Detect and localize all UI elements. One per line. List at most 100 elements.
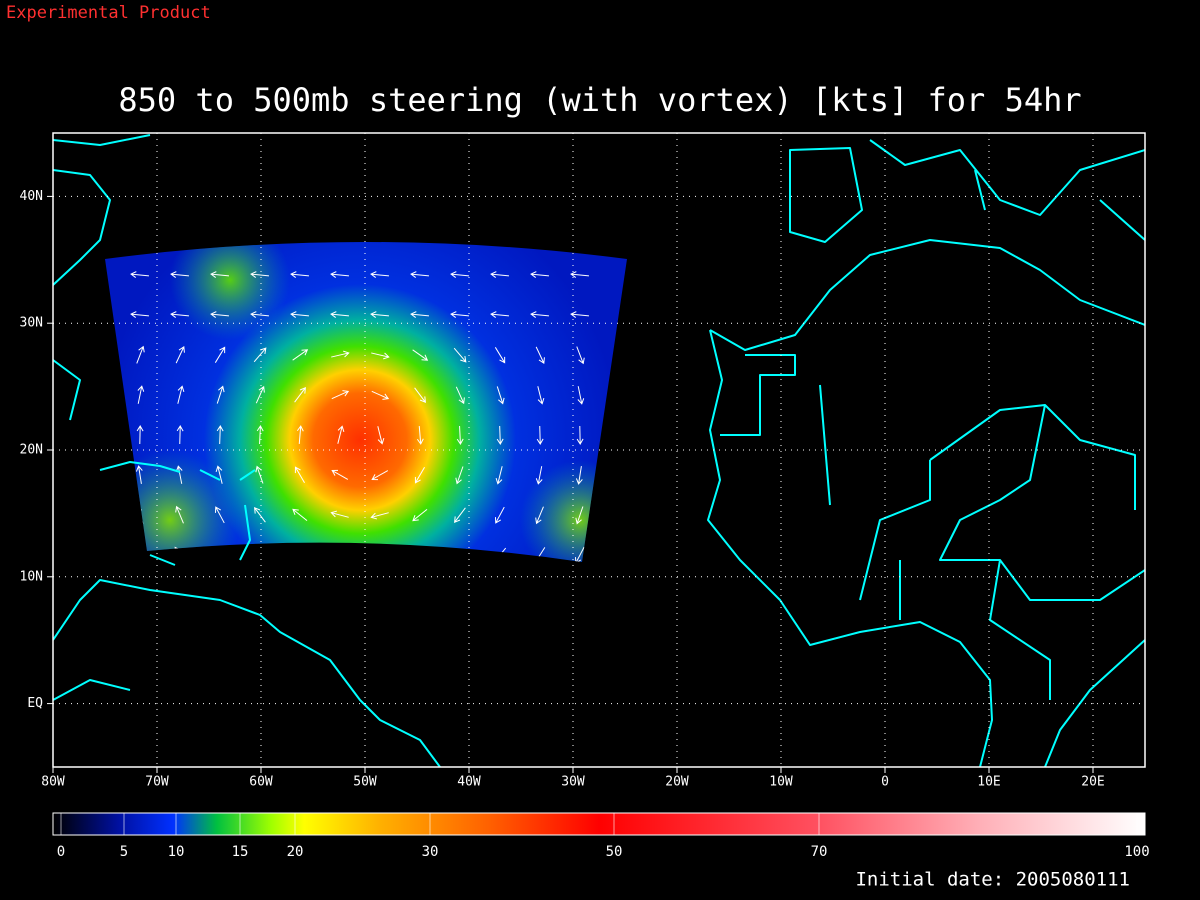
wind-arrow-shape — [291, 549, 309, 560]
wind-arrow — [577, 386, 585, 405]
colorbar-label: 10 — [168, 844, 185, 860]
x-tick-label: 10W — [769, 775, 793, 790]
wind-arrow-shape — [256, 425, 264, 445]
wind-arrow — [170, 271, 190, 278]
wind-arrow-shape — [330, 510, 349, 518]
wind-arrow — [250, 271, 270, 278]
wind-arrow — [530, 311, 550, 318]
map-title: 850 to 500mb steering (with vortex) [kts… — [118, 81, 1081, 119]
wind-arrow — [135, 465, 143, 484]
wind-arrow-shape — [455, 386, 465, 405]
wind-arrow — [255, 385, 265, 404]
wind-arrow-shape — [213, 547, 227, 562]
wind-arrow — [412, 349, 429, 361]
wind-arrow — [495, 466, 503, 485]
wind-arrow — [576, 346, 585, 365]
wind-arrow-shape — [370, 271, 390, 278]
wind-arrow — [330, 550, 349, 558]
wind-arrow-shape — [255, 465, 264, 484]
wind-arrow-shape — [136, 425, 144, 445]
x-tick-label: 80W — [41, 775, 65, 790]
wind-arrow — [253, 347, 267, 363]
wind-arrow — [535, 466, 543, 485]
x-tick-label: 50W — [353, 775, 377, 790]
wind-arrow — [256, 425, 264, 445]
wind-arrow-shape — [170, 271, 190, 278]
wind-arrow — [174, 546, 186, 562]
wind-arrow — [370, 552, 389, 560]
wind-arrow — [292, 508, 308, 522]
y-tick-label: EQ — [27, 696, 43, 711]
initial-date: Initial date: 2005080111 — [855, 869, 1130, 891]
wind-arrow-shape — [177, 385, 185, 404]
wind-arrow-shape — [250, 271, 270, 278]
x-tick-label: 20E — [1081, 775, 1104, 790]
wind-arrow-shape — [216, 385, 225, 404]
wind-arrow-shape — [377, 426, 385, 445]
wind-arrow-shape — [410, 311, 430, 318]
wind-arrow — [250, 311, 270, 318]
wind-arrow — [570, 271, 590, 278]
wind-arrow-shape — [136, 345, 145, 364]
wind-arrow — [330, 311, 350, 318]
wind-arrow-shape — [456, 425, 464, 445]
wind-arrow-shape — [450, 311, 470, 318]
wind-arrow — [294, 466, 305, 484]
wind-arrow-shape — [330, 271, 350, 278]
x-tick-label: 0 — [881, 775, 889, 790]
x-tick-label: 60W — [249, 775, 273, 790]
wind-arrow — [454, 507, 466, 523]
wind-arrow-shape — [574, 546, 585, 562]
wind-arrow — [496, 386, 505, 405]
wind-arrow — [490, 271, 510, 278]
wind-arrow — [216, 425, 224, 445]
wind-arrow — [136, 345, 145, 364]
wind-arrow-shape — [537, 386, 545, 405]
colorbar-label: 0 — [57, 844, 65, 860]
y-tick-label: 20N — [20, 443, 43, 458]
colorbar-label: 15 — [232, 844, 249, 860]
wind-arrow-shape — [331, 469, 349, 480]
wind-arrow-shape — [330, 311, 350, 318]
wind-arrow — [494, 347, 506, 364]
wind-arrow-shape — [371, 352, 390, 360]
wind-arrow — [291, 549, 309, 560]
colorbar-label: 50 — [606, 844, 623, 860]
wind-arrow-shape — [410, 271, 430, 278]
wind-arrow-shape — [294, 387, 306, 403]
colorbar-label: 100 — [1124, 844, 1149, 860]
wind-arrow-shape — [130, 311, 150, 318]
wind-arrow — [414, 466, 425, 484]
wind-arrow — [412, 508, 428, 522]
wind-arrow — [331, 469, 349, 480]
wind-arrow — [130, 271, 150, 278]
wind-arrow — [290, 311, 310, 318]
experimental-label: Experimental Product — [6, 3, 211, 23]
wind-arrow — [450, 311, 470, 318]
wind-arrow — [337, 425, 345, 444]
wind-arrow-shape — [570, 311, 590, 318]
wind-arrow — [213, 547, 227, 562]
wind-arrow-shape — [370, 552, 389, 560]
wind-arrow-shape — [416, 425, 424, 445]
wind-arrow — [574, 546, 585, 562]
wind-arrow — [414, 387, 426, 403]
wind-arrow — [416, 425, 424, 445]
wind-arrow — [252, 548, 268, 562]
wind-arrow-shape — [576, 425, 584, 445]
wind-arrow — [377, 426, 385, 445]
wind-arrow — [456, 425, 464, 445]
wind-arrow — [130, 311, 150, 318]
wind-arrow-shape — [135, 465, 143, 484]
wind-arrow-shape — [576, 346, 585, 365]
wind-arrow-shape — [453, 347, 467, 363]
wind-arrow — [410, 271, 430, 278]
wind-arrow-shape — [214, 506, 225, 524]
colorbar-label: 70 — [811, 844, 828, 860]
wind-arrow — [175, 465, 183, 484]
x-tick-label: 10E — [977, 775, 1000, 790]
wind-arrow-shape — [175, 345, 185, 364]
wind-arrow-shape — [255, 385, 265, 404]
wind-arrow-shape — [490, 311, 510, 318]
